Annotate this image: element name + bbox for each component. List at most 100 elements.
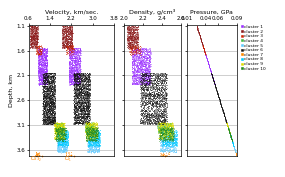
Point	[69, 63, 74, 65]
Point	[37, 49, 41, 52]
Point	[69, 51, 74, 53]
Point	[64, 131, 69, 134]
Point	[54, 128, 58, 131]
Point	[86, 135, 90, 138]
Point	[84, 78, 88, 81]
Point	[57, 124, 62, 127]
Point	[149, 88, 153, 91]
Point	[29, 35, 34, 38]
Point	[34, 27, 39, 30]
Point	[86, 100, 91, 103]
Point	[80, 100, 85, 103]
Point	[94, 131, 99, 134]
Point	[154, 94, 158, 97]
Point	[41, 90, 46, 93]
Point	[85, 93, 89, 96]
Point	[90, 130, 95, 133]
Point	[63, 27, 67, 30]
Point	[225, 122, 229, 125]
Point	[67, 41, 72, 43]
Point	[44, 100, 48, 102]
Point	[42, 65, 47, 68]
Point	[130, 40, 134, 43]
Point	[228, 134, 233, 137]
Point	[130, 76, 134, 79]
Point	[161, 112, 166, 115]
Point	[148, 79, 153, 82]
Point	[140, 78, 144, 81]
Point	[32, 35, 36, 38]
Point	[159, 149, 164, 152]
Point	[33, 35, 37, 38]
Point	[95, 137, 100, 140]
Point	[86, 151, 90, 154]
Point	[42, 109, 47, 111]
Point	[78, 62, 82, 65]
Point	[41, 75, 46, 78]
Point	[164, 135, 169, 138]
Point	[138, 117, 142, 120]
Point	[145, 83, 150, 86]
Point	[43, 74, 48, 76]
Point	[61, 33, 66, 36]
Point	[135, 57, 140, 60]
Point	[60, 131, 65, 134]
Point	[140, 74, 144, 77]
Point	[93, 145, 98, 148]
Point	[68, 29, 72, 32]
Point	[142, 52, 147, 55]
Point	[168, 135, 172, 138]
Point	[175, 143, 180, 145]
Point	[76, 74, 80, 77]
Point	[159, 133, 164, 136]
Point	[169, 134, 173, 137]
Point	[89, 136, 94, 139]
Point	[227, 129, 231, 132]
Point	[46, 82, 51, 85]
Point	[69, 65, 73, 67]
Point	[42, 115, 46, 118]
Point	[52, 116, 57, 119]
Point	[174, 143, 179, 146]
Point	[70, 58, 75, 61]
Point	[56, 139, 60, 142]
Point	[76, 92, 81, 95]
Point	[37, 83, 41, 85]
Point	[167, 129, 172, 132]
Point	[162, 76, 167, 79]
Point	[85, 100, 89, 103]
Point	[30, 38, 35, 41]
Point	[168, 140, 173, 143]
Point	[52, 118, 56, 121]
Point	[37, 60, 42, 63]
Point	[169, 131, 174, 134]
Point	[73, 72, 78, 75]
Point	[229, 138, 234, 141]
Point	[36, 53, 41, 56]
Point	[45, 59, 49, 62]
Point	[56, 132, 61, 135]
Point	[36, 152, 41, 155]
Point	[66, 135, 70, 138]
Point	[130, 66, 135, 69]
Point	[51, 76, 56, 79]
Point	[80, 92, 84, 94]
Point	[74, 77, 78, 80]
Point	[64, 46, 69, 48]
Point	[61, 146, 66, 149]
Point	[60, 140, 65, 143]
Point	[38, 50, 43, 53]
Point	[61, 127, 66, 130]
Point	[138, 83, 142, 86]
Point	[142, 79, 146, 81]
Point	[89, 147, 93, 150]
Point	[142, 78, 146, 81]
Point	[74, 116, 78, 119]
Point	[201, 46, 205, 49]
Point	[65, 30, 70, 32]
Point	[60, 138, 64, 140]
Point	[68, 54, 72, 57]
Point	[57, 122, 61, 125]
Point	[86, 138, 91, 140]
Point	[42, 120, 46, 123]
